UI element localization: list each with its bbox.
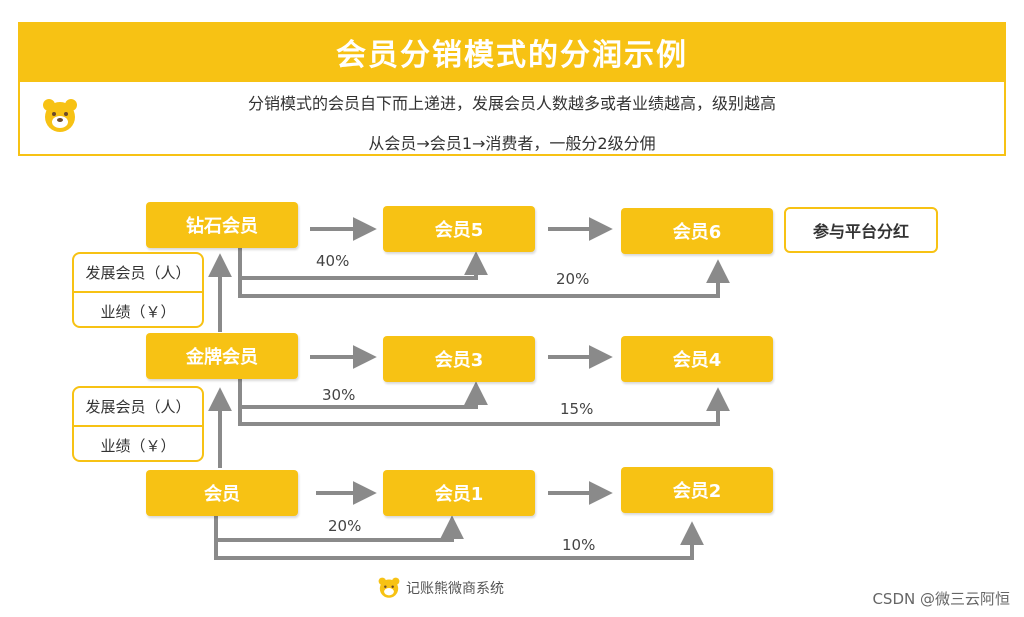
node-diamond-member: 钻石会员 xyxy=(146,202,298,248)
dev-box-lower: 发展会员（人） 业绩（￥） xyxy=(72,386,204,462)
bear-logo-icon xyxy=(378,577,400,598)
node-member-2: 会员2 xyxy=(621,467,773,513)
page-title: 会员分销模式的分润示例 xyxy=(18,22,1006,82)
node-member-1: 会员1 xyxy=(383,470,535,516)
commission-mid-second xyxy=(238,387,730,426)
commission-top-second xyxy=(238,259,730,298)
pct-top-second: 20% xyxy=(556,270,590,288)
footer-logo: 记账熊微商系统 xyxy=(378,577,504,599)
node-member-3: 会员3 xyxy=(383,336,535,382)
dev-develop-label: 发展会员（人） xyxy=(74,254,202,293)
pct-mid-second: 15% xyxy=(560,400,594,418)
commission-bot-first xyxy=(214,515,464,542)
pct-bot-second: 10% xyxy=(562,536,596,554)
info-box: 分销模式的会员自下而上递进，发展会员人数越多或者业绩越高，级别越高 从会员→会员… xyxy=(18,82,1006,156)
dev-develop-label: 发展会员（人） xyxy=(74,388,202,427)
dev-performance-label: 业绩（￥） xyxy=(100,437,176,455)
node-member: 会员 xyxy=(146,470,298,516)
dev-performance-label: 业绩（￥） xyxy=(100,303,176,321)
node-member-5: 会员5 xyxy=(383,206,535,252)
node-member-6: 会员6 xyxy=(621,208,773,254)
info-line-2: 从会员→会员1→消费者，一般分2级分佣 xyxy=(368,134,656,153)
info-line-1: 分销模式的会员自下而上递进，发展会员人数越多或者业绩越高，级别越高 xyxy=(247,94,776,113)
pct-top-first: 40% xyxy=(316,252,350,270)
bear-logo-icon xyxy=(43,99,77,132)
commission-top-first xyxy=(238,248,488,280)
commission-mid-first xyxy=(238,378,488,409)
pct-bot-first: 20% xyxy=(328,517,362,535)
watermark: CSDN @微三云阿恒 xyxy=(872,590,1010,608)
footer-brand: 记账熊微商系统 xyxy=(406,581,504,597)
node-platform-dividend: 参与平台分红 xyxy=(784,207,938,253)
dev-box-upper: 发展会员（人） 业绩（￥） xyxy=(72,252,204,328)
pct-mid-first: 30% xyxy=(322,386,356,404)
commission-bot-second xyxy=(214,521,704,560)
node-gold-member: 金牌会员 xyxy=(146,333,298,379)
node-member-4: 会员4 xyxy=(621,336,773,382)
